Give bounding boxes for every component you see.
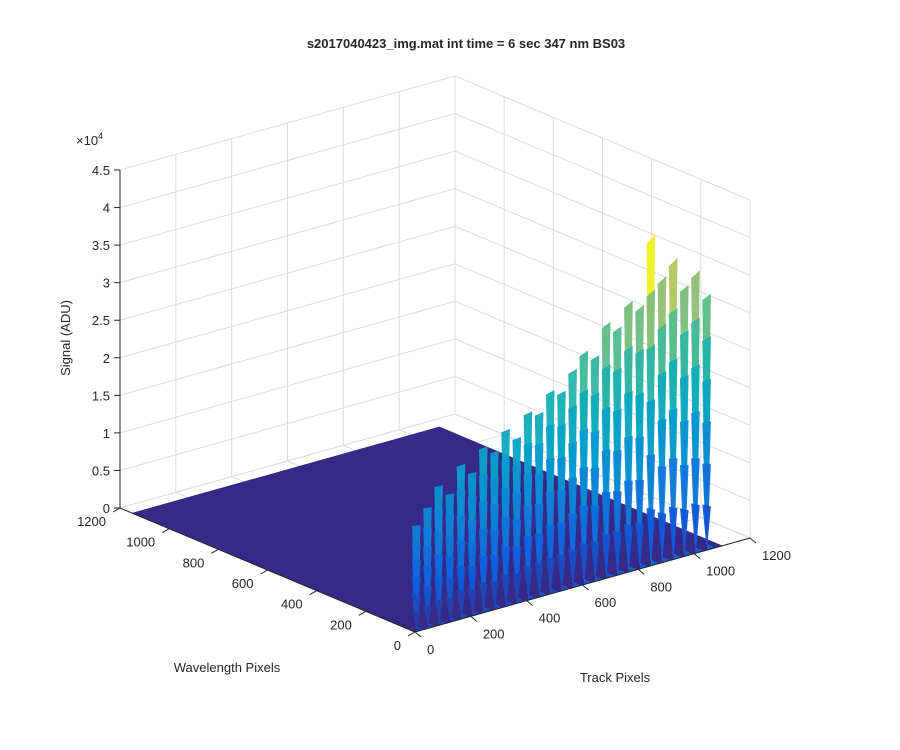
signal-peak [579, 542, 592, 585]
z-tick-label: 1 [103, 426, 110, 441]
signal-peak [557, 554, 570, 591]
signal-peak [601, 532, 615, 579]
signal-peak [534, 562, 548, 598]
signal-peak [411, 609, 425, 632]
y-tick-mark [161, 528, 170, 534]
signal-peak [456, 589, 470, 619]
x-tick-label: 800 [650, 579, 672, 594]
z-tick-label: 3 [103, 276, 110, 291]
z-tick-label: 0.5 [92, 463, 110, 478]
y-tick-mark [309, 590, 317, 596]
grid-line [119, 113, 751, 239]
signal-peak [679, 508, 693, 557]
x-tick-mark [749, 537, 757, 544]
x-axis-label: Track Pixels [580, 670, 651, 685]
signal-peak [702, 504, 715, 551]
signal-peak [668, 506, 682, 560]
z-tick-label: 2 [103, 351, 110, 366]
signal-peak [523, 565, 537, 601]
signal-peak [545, 556, 559, 594]
x-tick-label: 400 [539, 611, 561, 626]
y-tick-label: 400 [281, 597, 303, 612]
z-exponent-label: ×104 [76, 131, 103, 148]
y-tick-label: 600 [232, 576, 254, 591]
signal-peak [635, 522, 648, 569]
grid-line [119, 150, 751, 276]
y-tick-mark [407, 631, 416, 637]
signal-peak [423, 604, 436, 629]
x-tick-mark [693, 553, 701, 560]
chart-title: s2017040423_img.mat int time = 6 sec 347… [307, 36, 625, 51]
signal-peak [691, 503, 704, 554]
x-tick-label: 200 [483, 626, 505, 641]
grid-line [119, 413, 456, 509]
z-tick-label: 0 [103, 501, 110, 516]
signal-peak [478, 581, 492, 613]
y-tick-label: 200 [330, 617, 352, 632]
z-tick-label: 3.5 [92, 238, 110, 253]
x-tick-mark [470, 615, 478, 622]
z-tick-label: 4.5 [92, 163, 110, 178]
signal-peak [434, 598, 447, 626]
signal-peak [657, 512, 671, 563]
x-tick-mark [414, 631, 422, 638]
y-tick-mark [112, 507, 121, 513]
x-tick-label: 600 [595, 595, 617, 610]
y-tick-label: 1000 [126, 535, 155, 550]
x-tick-label: 1200 [762, 548, 791, 563]
y-tick-label: 800 [183, 555, 205, 570]
z-exponent-power: 4 [98, 131, 103, 141]
y-tick-mark [211, 548, 219, 554]
z-axis-label: Signal (ADU) [58, 300, 73, 376]
z-tick-label: 4 [103, 201, 110, 216]
x-tick-mark [582, 584, 589, 591]
y-tick-label: 1200 [77, 514, 106, 529]
signal-peak [467, 588, 481, 616]
x-tick-label: 0 [427, 642, 434, 657]
x-tick-mark [638, 568, 645, 575]
y-tick-label: 0 [394, 638, 401, 653]
signal-peak [590, 540, 604, 582]
surface-layer [411, 234, 715, 632]
signal-peak [512, 572, 525, 604]
tick-layer: 0200400600800100012000200400600800100012… [77, 163, 791, 657]
signal-peak [612, 530, 626, 576]
signal-peak [646, 508, 659, 566]
signal-peak [568, 548, 581, 588]
x-tick-label: 1000 [706, 564, 735, 579]
y-tick-mark [358, 610, 367, 616]
y-tick-mark [260, 569, 268, 575]
signal-peak [501, 573, 514, 607]
z-tick-label: 1.5 [92, 388, 110, 403]
signal-peak [624, 524, 637, 572]
signal-peak [445, 596, 458, 623]
z-tick-label: 2.5 [92, 313, 110, 328]
x-tick-mark [526, 600, 533, 607]
signal-peak [490, 579, 503, 610]
grid-line [119, 75, 751, 201]
z-exponent-base: ×10 [76, 133, 98, 148]
y-axis-label: Wavelength Pixels [174, 660, 281, 675]
